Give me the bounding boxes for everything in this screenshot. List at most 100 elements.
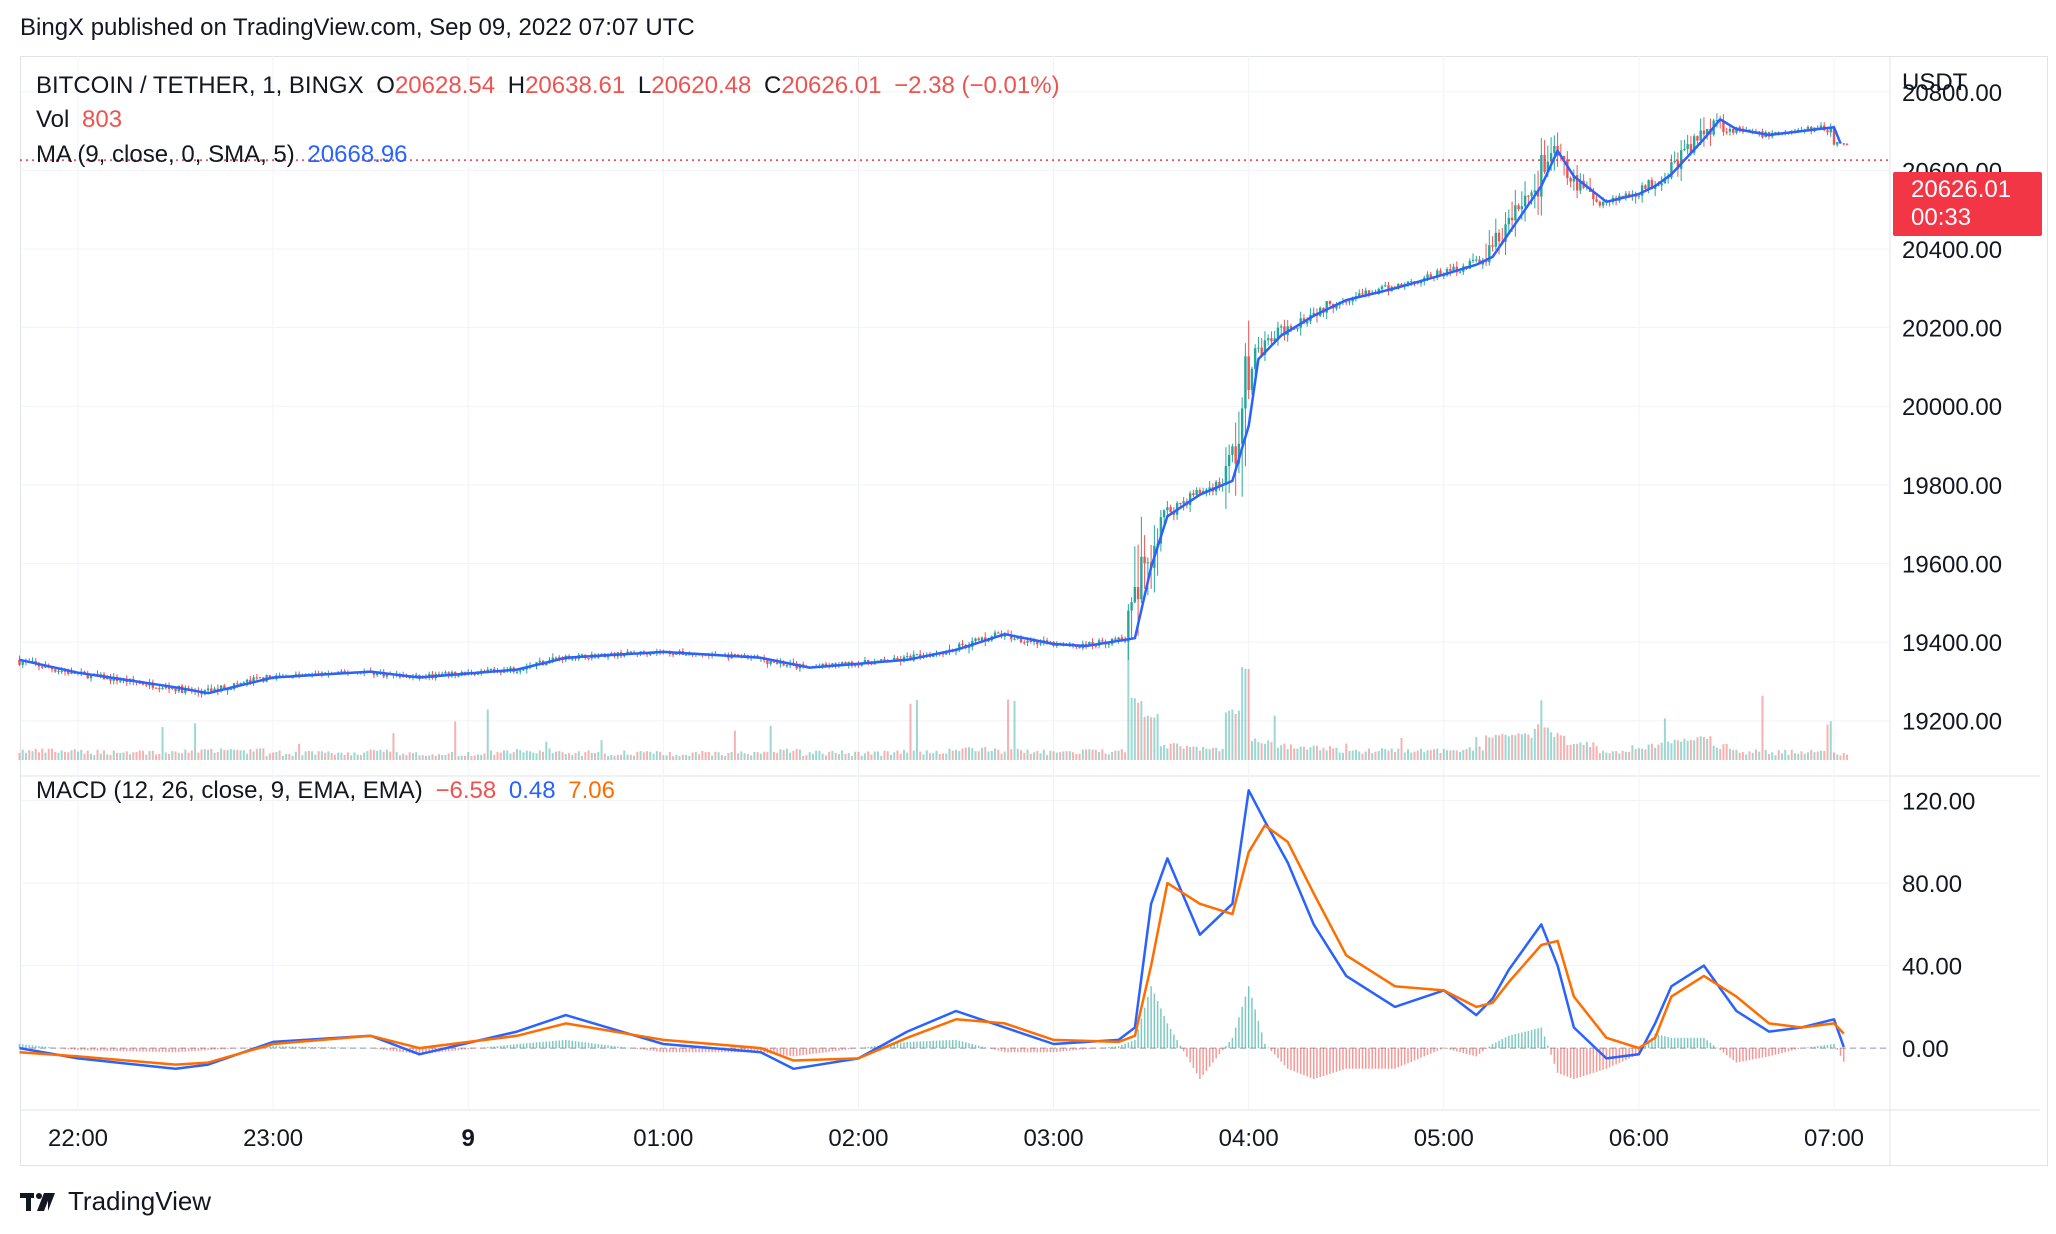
volume-bar (1146, 715, 1149, 760)
volume-bar (1722, 744, 1725, 760)
volume-bar (834, 752, 837, 760)
candle-body (1715, 120, 1719, 122)
candle-body (1445, 269, 1449, 276)
candle-body (1335, 304, 1338, 309)
candle-body (1523, 195, 1527, 207)
price-tick-label: 20800.00 (1902, 80, 2002, 107)
volume-bar (1394, 752, 1396, 760)
volume-bar (70, 750, 73, 760)
volume-bar (795, 749, 798, 760)
volume-label[interactable]: Vol (36, 106, 70, 133)
volume-bar (685, 754, 688, 760)
candle-body (1728, 128, 1732, 132)
volume-bar (1049, 750, 1052, 760)
volume-bar (463, 755, 466, 760)
volume-bar (613, 755, 616, 760)
volume-bar (1563, 735, 1566, 760)
volume-bar (506, 750, 509, 760)
volume-bar (288, 754, 291, 760)
candle-body (1829, 127, 1832, 133)
volume-bar (317, 751, 320, 760)
candle-body (1273, 338, 1276, 342)
volume-bar (1813, 752, 1816, 760)
macd-label[interactable]: MACD (12, 26, close, 9, EMA, EMA) (36, 777, 423, 804)
macd-layer (18, 789, 1845, 1080)
volume-bar (789, 752, 792, 760)
candle-body (437, 673, 441, 675)
volume-bar (1299, 746, 1302, 760)
candle-body (441, 673, 444, 675)
candle-body (1689, 144, 1693, 153)
candle-body (343, 670, 346, 673)
volume-bar (90, 753, 93, 760)
volume-bar (333, 754, 336, 760)
symbol-label[interactable]: BITCOIN / TETHER, 1, BINGX (36, 72, 364, 99)
volume-bar (229, 749, 232, 760)
volume-bar (184, 749, 187, 760)
volume-bar (1667, 741, 1670, 760)
candle-body (1169, 507, 1172, 513)
countdown-value: 00:33 (1911, 204, 1972, 231)
candle-body (1013, 638, 1016, 640)
candle-body (54, 669, 57, 672)
volume-bar (1091, 749, 1094, 760)
candle-body (210, 688, 213, 692)
volume-bar (424, 755, 427, 760)
volume-bar (1423, 752, 1426, 760)
volume-bar (893, 752, 896, 760)
candle-body (489, 668, 493, 670)
volume-bar (694, 751, 697, 760)
volume-bar (1641, 748, 1644, 760)
volume-bar (548, 748, 551, 760)
candle-body (671, 654, 675, 656)
volume-bar (1709, 736, 1712, 760)
volume-bar (382, 751, 385, 760)
candle-body (158, 688, 161, 690)
candle-body (1283, 326, 1286, 336)
volume-bar (542, 751, 545, 760)
candle-body (493, 668, 496, 671)
footer-brand[interactable]: TradingView (68, 1186, 212, 1216)
volume-bar (1033, 752, 1036, 760)
volume-bar (376, 750, 379, 760)
macd-tick-label: 40.00 (1902, 954, 1962, 981)
volume-bar (324, 752, 327, 760)
volume-bar (1046, 755, 1049, 760)
volume-bar (1634, 749, 1637, 760)
chart-frame[interactable] (20, 56, 2048, 1166)
ma-label[interactable]: MA (9, close, 0, SMA, 5) (36, 141, 295, 168)
time-tick-label: 05:00 (1414, 1125, 1474, 1152)
volume-bar (343, 754, 346, 760)
volume-bar (1719, 748, 1722, 760)
volume-bar (187, 752, 190, 760)
volume-bar (311, 751, 314, 760)
volume-bar (83, 753, 86, 760)
volume-bar (1072, 752, 1075, 760)
volume-bar (610, 755, 613, 760)
volume-bar (57, 752, 60, 760)
volume-bar (1576, 743, 1579, 760)
volume-bar (1062, 751, 1065, 760)
volume-bar (1400, 737, 1403, 760)
volume-bar (226, 749, 229, 760)
volume-bar (369, 749, 372, 760)
volume-bar (1488, 737, 1491, 760)
volume-bar (1195, 746, 1198, 760)
volume-bar (597, 751, 600, 760)
volume-bar (37, 752, 40, 760)
volume-bar (587, 750, 590, 760)
volume-bar (1319, 750, 1322, 760)
volume-bar (31, 751, 34, 760)
volume-bar (665, 755, 668, 760)
time-tick-label: 03:00 (1024, 1125, 1084, 1152)
time-tick-label: 06:00 (1609, 1125, 1669, 1152)
volume-bar (919, 751, 922, 760)
volume-bar (148, 751, 151, 760)
volume-bar (1846, 754, 1849, 760)
volume-bar (854, 751, 857, 760)
volume-bar (132, 752, 135, 760)
candle-body (1039, 643, 1042, 645)
volume-bar (828, 751, 831, 760)
volume-bar (756, 752, 759, 760)
